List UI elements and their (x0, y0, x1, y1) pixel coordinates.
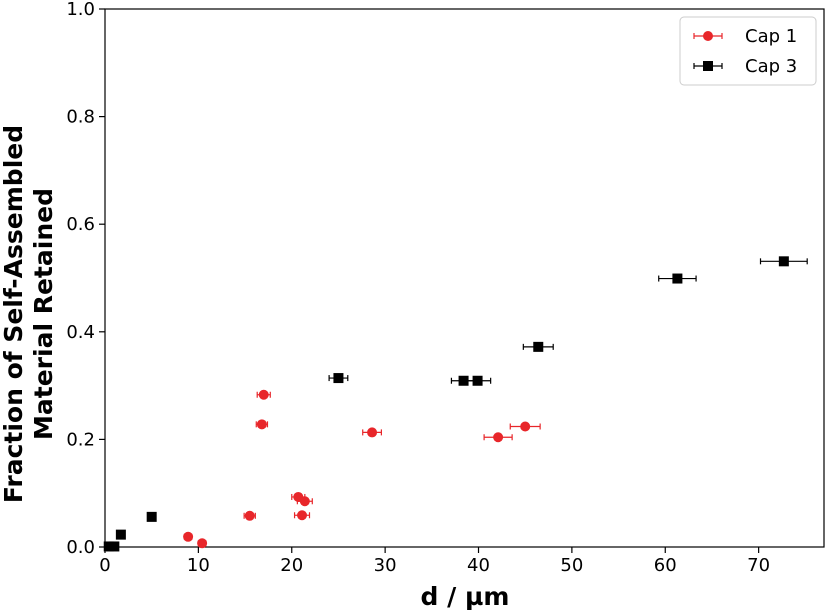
y-axis-ticks: 0.0 0.2 0.4 0.6 0.8 1.0 (66, 0, 105, 558)
y-axis-title-line-1: Fraction of Self-Assembled (0, 125, 28, 503)
data-point (672, 273, 683, 284)
data-point (778, 256, 789, 267)
x-tick-label: 60 (654, 555, 677, 576)
legend-label: Cap 3 (745, 56, 797, 77)
x-tick-label: 50 (560, 555, 583, 576)
data-point (183, 531, 194, 542)
plot-area (104, 8, 825, 548)
plot-frame (104, 8, 825, 548)
legend-marker (703, 61, 713, 71)
data-point (458, 375, 469, 386)
y-tick-label: 0.6 (66, 214, 95, 235)
data-point (299, 496, 310, 507)
series-cap-1 (183, 389, 541, 549)
y-axis-title-group: Fraction of Self-Assembled Material Reta… (0, 125, 58, 503)
data-point (115, 529, 126, 540)
data-point (367, 427, 378, 438)
data-point (197, 538, 208, 549)
data-point (256, 419, 267, 430)
data-point (333, 373, 344, 384)
y-tick-label: 1.0 (66, 0, 95, 20)
data-point (472, 375, 483, 386)
data-point (103, 541, 114, 552)
x-tick-label: 0 (99, 555, 110, 576)
y-tick-label: 0.4 (66, 322, 95, 343)
y-axis-title-line-2: Material Retained (29, 188, 58, 440)
series-cap-3 (103, 256, 808, 552)
legend-entry: Cap 3 (693, 56, 797, 77)
x-tick-label: 20 (280, 555, 303, 576)
data-point (146, 511, 157, 522)
y-tick-label: 0.8 (66, 107, 95, 128)
data-point (244, 510, 255, 521)
x-axis-ticks: 0 10 20 30 40 50 60 70 (99, 547, 770, 576)
legend-entry: Cap 1 (693, 26, 797, 47)
data-point (533, 341, 544, 352)
data-point (109, 541, 120, 552)
legend-label: Cap 1 (745, 26, 797, 47)
y-tick-label: 0.2 (66, 429, 95, 450)
x-tick-label: 30 (374, 555, 397, 576)
data-point (258, 389, 269, 400)
legend: Cap 1 Cap 3 (679, 16, 817, 86)
x-tick-label: 10 (187, 555, 210, 576)
series-layer (103, 256, 808, 552)
x-tick-label: 70 (747, 555, 770, 576)
x-tick-label: 40 (467, 555, 490, 576)
data-point (297, 510, 308, 521)
legend-marker (703, 31, 713, 41)
data-point (520, 421, 531, 432)
y-tick-label: 0.0 (66, 537, 95, 558)
legend-frame (679, 16, 817, 86)
x-axis-title: d / µm (421, 582, 510, 611)
data-point (493, 432, 504, 443)
